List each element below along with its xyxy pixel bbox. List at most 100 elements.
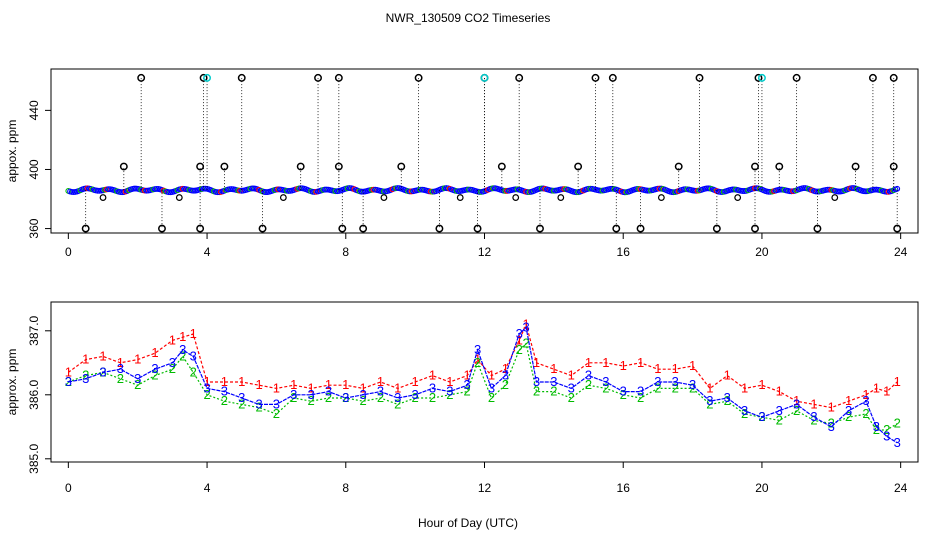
series-3-marker: 3 <box>654 374 661 389</box>
top-spike-high <box>792 73 801 82</box>
series-2-marker: 2 <box>724 393 731 408</box>
bottom-x-tick-label: 4 <box>204 481 211 495</box>
series-3-marker: 3 <box>394 390 401 405</box>
series-3-marker: 3 <box>706 393 713 408</box>
series-3-marker: 3 <box>273 396 280 411</box>
bottom-x-tick-label: 0 <box>65 481 72 495</box>
series-1-marker: 1 <box>637 355 644 370</box>
series-2-marker: 2 <box>488 390 495 405</box>
series-3-marker: 3 <box>776 403 783 418</box>
bottom-y-tick-label: 385.0 <box>27 443 41 473</box>
series-1-marker: 1 <box>203 374 210 389</box>
top-spike-low <box>712 224 721 233</box>
series-1-marker: 1 <box>883 384 890 399</box>
top-dip-point <box>175 194 183 201</box>
top-x-tick-label: 0 <box>65 245 72 259</box>
series-2-marker: 2 <box>810 412 817 427</box>
series-1-marker: 1 <box>862 387 869 402</box>
series-1-marker: 1 <box>568 368 575 383</box>
series-3-marker: 3 <box>724 390 731 405</box>
top-spike-mid <box>775 162 784 171</box>
series-1-marker: 1 <box>585 355 592 370</box>
series-3-marker: 3 <box>65 374 72 389</box>
series-2-marker: 2 <box>620 387 627 402</box>
series-2-marker: 2 <box>429 390 436 405</box>
series-1-marker: 1 <box>429 368 436 383</box>
series-2-marker: 2 <box>255 400 262 415</box>
series-1-marker: 1 <box>446 374 453 389</box>
top-panel: appox. ppm 0 4 8 12 16 20 24 360 400 440 <box>5 68 919 259</box>
series-3-marker: 3 <box>474 342 481 357</box>
top-spike-mid <box>889 162 898 171</box>
series-3-marker: 3 <box>82 371 89 386</box>
bottom-x-tick-label: 20 <box>755 481 769 495</box>
top-spike-low <box>158 224 166 233</box>
series-2-marker: 2 <box>151 368 158 383</box>
top-y-tick-label: 400 <box>27 159 41 179</box>
top-spike-low <box>338 224 347 233</box>
top-spike-mid <box>751 162 759 171</box>
series-3-marker: 3 <box>672 374 679 389</box>
series-3-marker: 3 <box>221 384 228 399</box>
top-dip-point <box>831 194 839 201</box>
series-2-marker: 2 <box>221 393 228 408</box>
series-2-marker: 2 <box>325 390 332 405</box>
bottom-y-axis-label: approx. ppm <box>5 349 19 416</box>
top-x-tick-label: 4 <box>204 245 211 259</box>
series-2-marker: 2 <box>602 380 609 395</box>
top-spike-low <box>435 224 444 233</box>
series-2-marker: 2 <box>741 406 748 421</box>
series-3-marker: 3 <box>179 342 186 357</box>
series-3-marker: 3 <box>793 396 800 411</box>
top-spike-high <box>199 73 208 82</box>
series-2-marker: 2 <box>522 336 529 351</box>
top-spike-low <box>258 224 267 233</box>
series-3-marker: 3 <box>516 326 523 341</box>
top-x-tick-label: 8 <box>342 245 349 259</box>
top-spike-high <box>608 73 617 82</box>
top-spike-mid <box>196 162 205 171</box>
top-dip-point <box>657 194 665 201</box>
top-spike-special <box>757 73 766 82</box>
series-1-marker: 1 <box>342 377 349 392</box>
top-spike-high <box>237 73 246 82</box>
series-2-marker: 2 <box>776 412 783 427</box>
series-2-marker: 2 <box>446 387 453 402</box>
series-2-marker: 2 <box>672 380 679 395</box>
top-x-tick-label: 24 <box>894 245 908 259</box>
series-2-marker: 2 <box>862 406 869 421</box>
series-1-marker: 1 <box>689 358 696 373</box>
series-1-marker: 1 <box>488 368 495 383</box>
chart-title: NWR_130509 CO2 Timeseries <box>386 11 551 25</box>
series-1-marker: 1 <box>134 352 141 367</box>
series-2-line <box>68 342 898 431</box>
top-x-tick-label: 20 <box>755 245 769 259</box>
bottom-x-tick-label: 8 <box>342 481 349 495</box>
series-2-marker: 2 <box>828 416 835 431</box>
series-1-marker: 1 <box>169 332 176 347</box>
series-2-marker: 2 <box>516 342 523 357</box>
series-1-marker: 1 <box>255 377 262 392</box>
top-dip-point <box>557 194 565 201</box>
series-1-marker: 1 <box>190 326 197 341</box>
series-1-marker: 1 <box>238 374 245 389</box>
x-axis-label: Hour of Day (UTC) <box>418 516 518 530</box>
top-dip-point <box>380 194 388 201</box>
top-y-tick-label: 360 <box>27 218 41 238</box>
series-1-marker: 1 <box>65 364 72 379</box>
bottom-y-tick-label: 386.0 <box>27 379 41 409</box>
series-2-marker: 2 <box>793 403 800 418</box>
series-1-marker: 1 <box>290 377 297 392</box>
series-3-marker: 3 <box>412 387 419 402</box>
series-1-marker: 1 <box>602 355 609 370</box>
series-2-marker: 2 <box>654 380 661 395</box>
series-1-marker: 1 <box>533 355 540 370</box>
series-3-marker: 3 <box>290 387 297 402</box>
series-3-marker: 3 <box>533 374 540 389</box>
series-3-marker: 3 <box>502 368 509 383</box>
series-2-marker: 2 <box>290 390 297 405</box>
series-1-marker: 1 <box>620 358 627 373</box>
top-spike-high <box>889 73 898 82</box>
series-1-marker: 1 <box>82 352 89 367</box>
top-spike-low <box>636 224 645 233</box>
